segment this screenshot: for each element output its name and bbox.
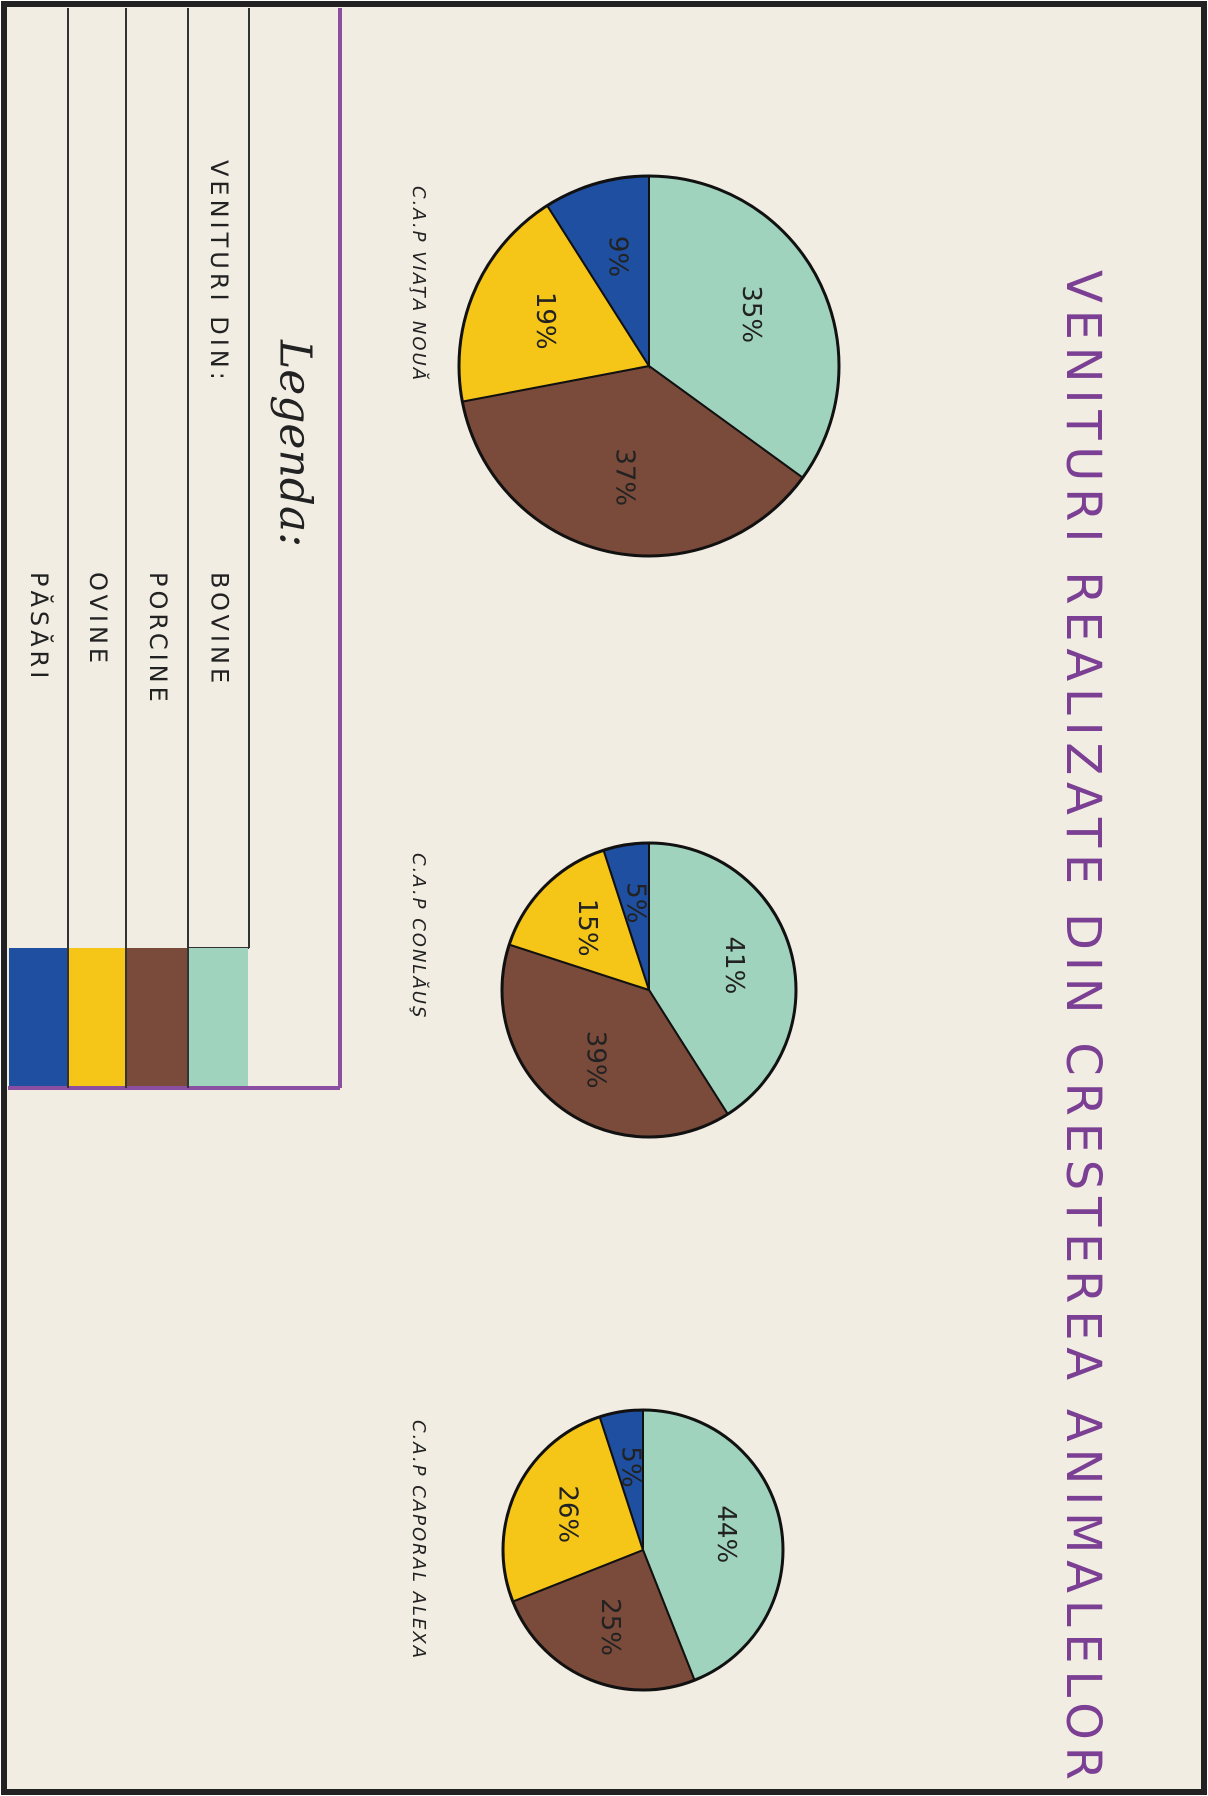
value-label: 35% <box>736 285 766 343</box>
value-label: 25% <box>595 1598 625 1656</box>
pie-title: C.A.P CONLĂUŞ <box>408 853 430 1019</box>
legend-swatch <box>189 948 248 1086</box>
pie-title: C.A.P VIAŢA NOUĂ <box>408 186 430 382</box>
value-label: 39% <box>580 1031 610 1089</box>
value-label: 5% <box>621 882 651 923</box>
pie-outline <box>501 1408 785 1692</box>
value-label: 26% <box>552 1485 582 1543</box>
legend-label: BOVINE <box>206 572 234 687</box>
legend-swatch <box>69 948 125 1086</box>
pie-outline <box>500 841 798 1139</box>
legend-swatch <box>9 948 67 1086</box>
pie-outline <box>457 174 841 558</box>
legend-heading: VENITURI DIN: <box>205 160 233 384</box>
value-label: 5% <box>615 1446 645 1487</box>
legend-label: PORCINE <box>144 572 172 706</box>
legend-swatch <box>127 948 187 1086</box>
legend-label: PĂSĂRI <box>25 572 55 682</box>
value-label: 37% <box>610 448 640 506</box>
value-label: 19% <box>530 292 560 350</box>
pie-title: C.A.P CAPORAL ALEXA <box>408 1420 429 1660</box>
value-label: 9% <box>603 236 633 277</box>
legend-title: Legenda: <box>270 339 321 547</box>
value-label: 15% <box>572 899 602 957</box>
value-label: 44% <box>711 1505 741 1563</box>
value-label: 41% <box>719 936 749 994</box>
legend-label: OVINE <box>84 572 112 667</box>
